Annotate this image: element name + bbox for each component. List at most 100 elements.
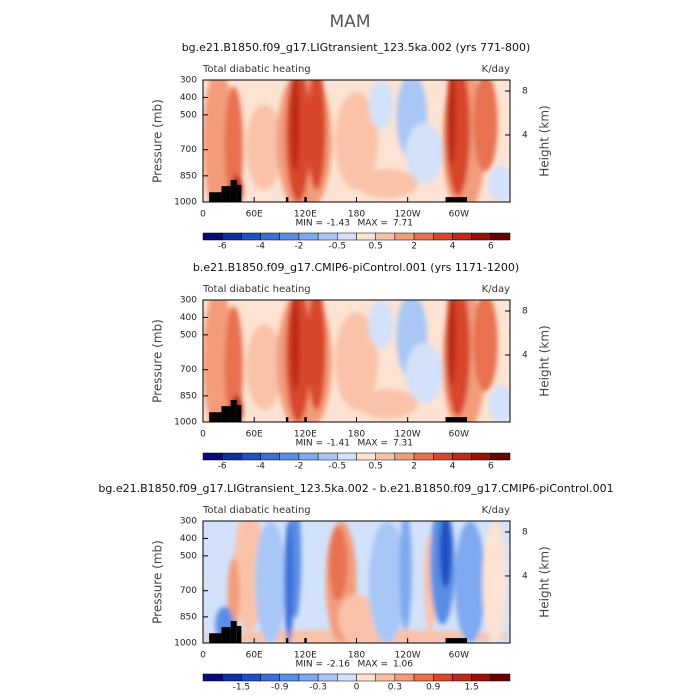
colorbar-box bbox=[413, 232, 434, 241]
contour-fill bbox=[290, 80, 300, 172]
panel-title: bg.e21.B1850.f09_g17.LIGtransient_123.5k… bbox=[98, 482, 613, 495]
colorbar-label: 6 bbox=[488, 242, 494, 252]
y2-axis-label: Height (km) bbox=[538, 546, 552, 617]
colorbar-box bbox=[413, 673, 434, 682]
colorbar-box bbox=[452, 673, 472, 682]
colorbar-box bbox=[490, 232, 511, 241]
topography bbox=[236, 404, 242, 422]
y-tick-label: 850 bbox=[180, 612, 197, 622]
colorbar-label: 4 bbox=[450, 242, 456, 252]
colorbar-box bbox=[260, 452, 280, 461]
contour-fill bbox=[368, 80, 394, 129]
colorbar-label: 0.3 bbox=[388, 683, 402, 693]
topography bbox=[230, 180, 237, 202]
y-tick-label: 500 bbox=[180, 551, 197, 561]
panel-units: K/day bbox=[482, 64, 510, 75]
y-axis-label: Pressure (mb) bbox=[151, 319, 165, 403]
contour-fill bbox=[335, 92, 378, 190]
contour-fill bbox=[368, 300, 394, 349]
y-axis-label: Pressure (mb) bbox=[151, 540, 165, 624]
colorbar-label: -4 bbox=[256, 462, 265, 472]
colorbar-box bbox=[298, 673, 319, 682]
colorbar-box bbox=[356, 232, 376, 241]
contour-field bbox=[203, 521, 510, 643]
y-tick-label: 850 bbox=[180, 171, 197, 181]
topography bbox=[285, 197, 289, 202]
contour-fills bbox=[203, 300, 510, 422]
colorbar-box bbox=[221, 232, 242, 241]
colorbar-label: 2 bbox=[411, 462, 417, 472]
x-tick-label: 120E bbox=[294, 651, 317, 661]
colorbar-box bbox=[471, 232, 492, 241]
colorbar-box bbox=[279, 673, 300, 682]
colorbar-box bbox=[241, 673, 261, 682]
stats-max: 1.06 bbox=[393, 660, 413, 670]
colorbar-label: -2 bbox=[294, 242, 303, 252]
y2-tick-label: 4 bbox=[522, 571, 528, 581]
y-axis-label: Pressure (mb) bbox=[151, 99, 165, 183]
y-tick-label: 300 bbox=[180, 76, 197, 86]
contour-fill bbox=[224, 306, 243, 422]
stats-max-label: MAX = bbox=[358, 660, 389, 670]
contour-field bbox=[203, 80, 510, 202]
x-tick-label: 60W bbox=[449, 430, 469, 440]
contour-fill bbox=[328, 527, 348, 601]
colorbar-box bbox=[279, 452, 300, 461]
panel-units: K/day bbox=[482, 505, 510, 516]
stats-max-label: MAX = bbox=[358, 439, 389, 449]
y2-axis-label: Height (km) bbox=[538, 105, 552, 176]
colorbar-label: -4 bbox=[256, 242, 265, 252]
colorbar-label: -6 bbox=[218, 242, 227, 252]
colorbar-box bbox=[394, 673, 415, 682]
topography bbox=[230, 400, 237, 422]
stats-min-label: MIN = bbox=[295, 219, 323, 229]
colorbar-box bbox=[337, 232, 357, 241]
y2-axis-label: Height (km) bbox=[538, 325, 552, 396]
panel-title: b.e21.B1850.f09_g17.CMIP6-piControl.001 … bbox=[193, 261, 519, 274]
x-tick-label: 0 bbox=[200, 210, 206, 220]
x-tick-label: 180 bbox=[348, 651, 365, 661]
y-tick-label: 500 bbox=[180, 330, 197, 340]
panel-title: bg.e21.B1850.f09_g17.LIGtransient_123.5k… bbox=[182, 41, 531, 54]
colorbar-box bbox=[471, 673, 492, 682]
contour-fill bbox=[368, 521, 406, 643]
colorbar-box bbox=[317, 673, 338, 682]
y2-tick-label: 8 bbox=[522, 527, 528, 537]
y-tick-label: 300 bbox=[180, 296, 197, 306]
colorbar-label: 6 bbox=[488, 462, 494, 472]
contour-fill bbox=[307, 80, 326, 190]
colorbar-box bbox=[490, 452, 511, 461]
colorbar-label: 0.5 bbox=[369, 462, 383, 472]
x-tick-label: 60W bbox=[449, 651, 469, 661]
topography bbox=[209, 412, 222, 422]
colorbar-box bbox=[202, 232, 223, 241]
stats-min: -1.41 bbox=[327, 439, 350, 449]
topography bbox=[285, 638, 289, 643]
colorbar-box bbox=[260, 673, 280, 682]
colorbar-box bbox=[490, 673, 511, 682]
colorbar-box bbox=[394, 452, 415, 461]
colorbar-label: -2 bbox=[294, 462, 303, 472]
topography bbox=[209, 192, 222, 202]
colorbar-box bbox=[433, 452, 453, 461]
topography bbox=[221, 627, 231, 643]
colorbar-label: 1.5 bbox=[464, 683, 478, 693]
colorbar-box bbox=[394, 232, 415, 241]
contour-fill bbox=[454, 521, 486, 643]
y-tick-label: 700 bbox=[180, 145, 197, 155]
colorbar-box bbox=[356, 452, 376, 461]
colorbar-box bbox=[241, 452, 261, 461]
y-tick-label: 400 bbox=[180, 313, 197, 323]
contour-fill bbox=[307, 300, 326, 410]
contour-fill bbox=[290, 300, 300, 392]
colorbar-box bbox=[337, 673, 357, 682]
colorbar-box bbox=[221, 452, 242, 461]
stats-max: 7.31 bbox=[393, 439, 413, 449]
contour-fill bbox=[224, 86, 243, 202]
y-tick-label: 400 bbox=[180, 93, 197, 103]
y-tick-label: 500 bbox=[180, 110, 197, 120]
colorbar-label: 0.9 bbox=[426, 683, 441, 693]
colorbar-label: -0.9 bbox=[271, 683, 289, 693]
x-tick-label: 0 bbox=[200, 651, 206, 661]
y-tick-label: 400 bbox=[180, 534, 197, 544]
